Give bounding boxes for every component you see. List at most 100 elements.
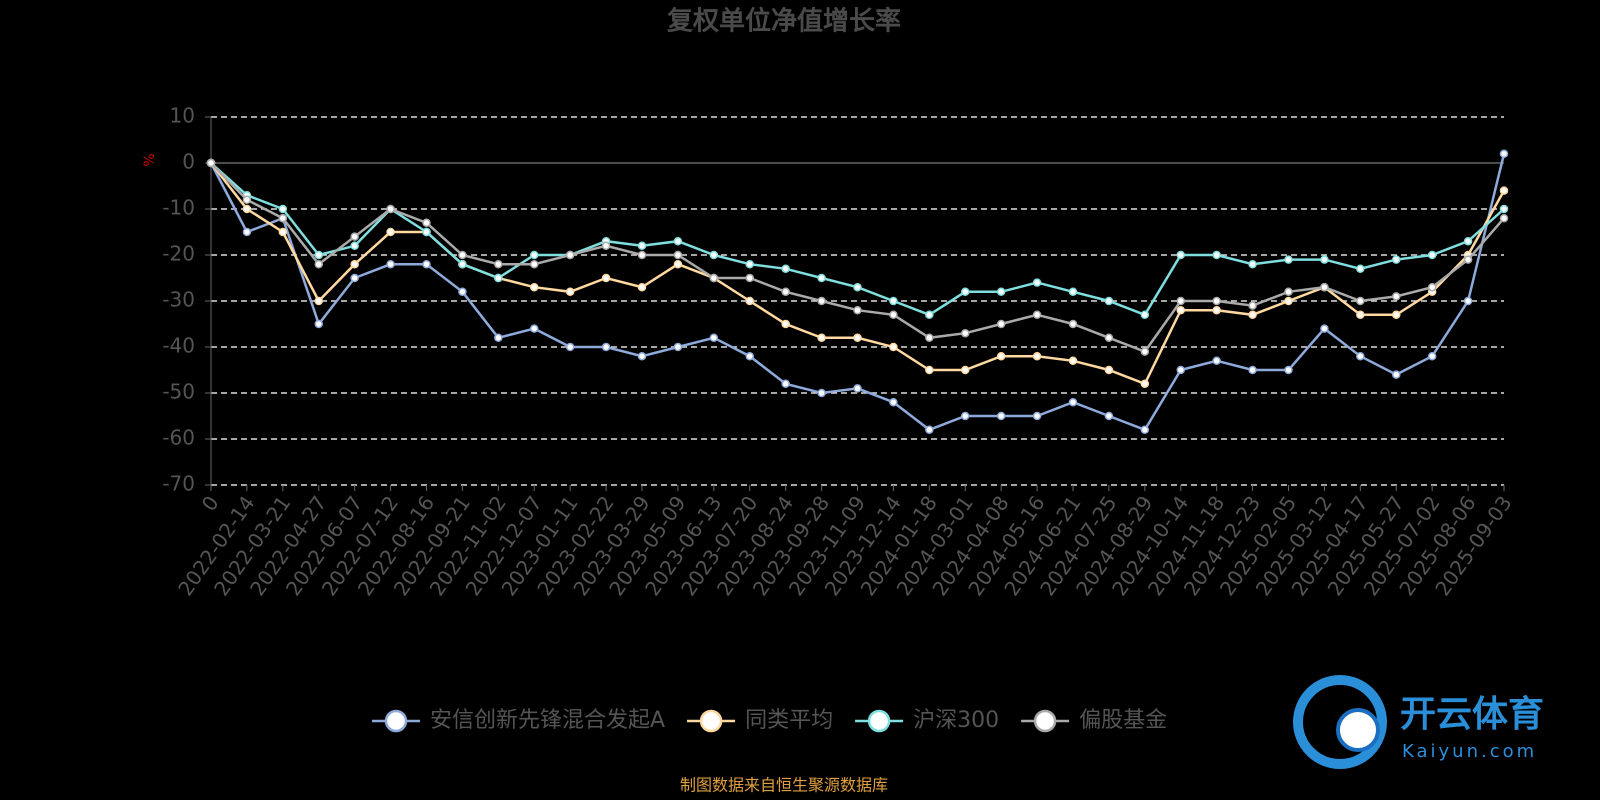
point [925, 425, 934, 435]
point [1392, 292, 1401, 301]
point [1499, 204, 1509, 214]
point [817, 296, 826, 306]
point [1284, 296, 1293, 306]
point [565, 342, 575, 352]
source-note: 制图数据来自恒生聚源数据库 [680, 776, 888, 795]
point [637, 351, 647, 361]
point [961, 365, 970, 375]
point [1212, 250, 1221, 260]
point [1068, 397, 1078, 407]
point [889, 397, 898, 407]
point [278, 227, 288, 237]
point [601, 342, 611, 352]
point [458, 250, 467, 260]
y-tick-label: -40 [162, 334, 195, 358]
point [1284, 365, 1293, 375]
legend-marker [699, 709, 723, 733]
legend-label: 同类平均 [745, 708, 833, 733]
point [494, 259, 503, 269]
point [996, 287, 1006, 297]
point [1499, 186, 1509, 195]
point [1463, 296, 1473, 306]
point [422, 218, 431, 228]
point [1068, 287, 1078, 297]
point [1212, 356, 1221, 366]
point [781, 379, 790, 389]
point [889, 296, 898, 306]
point [601, 241, 611, 251]
point [673, 250, 683, 260]
point [1212, 296, 1221, 306]
y-tick-label: 10 [170, 104, 195, 128]
point [1463, 255, 1473, 264]
point [709, 273, 719, 283]
legend-marker [1033, 709, 1057, 733]
point [1212, 305, 1221, 315]
chart-title: 复权单位净值增长率 [667, 6, 901, 37]
y-tick-label: -60 [162, 426, 195, 450]
y-tick-label: -50 [162, 380, 195, 404]
point [853, 305, 862, 315]
point [1140, 347, 1150, 356]
point [637, 282, 647, 292]
point [1320, 282, 1329, 292]
point [601, 273, 611, 283]
point [242, 227, 252, 237]
point [817, 388, 826, 398]
logo-url: Kaiyun.com [1402, 741, 1537, 762]
point [1032, 411, 1042, 421]
point [1176, 365, 1185, 375]
point [1140, 379, 1150, 389]
point [350, 273, 359, 283]
legend-item: 同类平均 [687, 708, 833, 733]
point [1104, 365, 1114, 375]
point [637, 250, 647, 260]
point [530, 324, 539, 333]
point [817, 333, 826, 343]
point [637, 241, 647, 251]
legend-item: 安信创新先锋混合发起A [372, 708, 665, 733]
point [386, 227, 395, 237]
point [1392, 255, 1401, 264]
point [709, 250, 719, 260]
y-tick-label: -70 [162, 472, 195, 496]
point [458, 259, 467, 269]
point [1356, 296, 1365, 306]
point [1176, 250, 1185, 260]
point [1356, 310, 1365, 320]
point [1248, 259, 1257, 269]
point [1176, 305, 1185, 315]
point [889, 342, 898, 352]
point [745, 273, 754, 283]
point [1499, 149, 1509, 159]
point [458, 287, 467, 297]
point [1320, 255, 1329, 264]
point [1284, 255, 1293, 264]
legend-item: 沪深300 [855, 708, 999, 733]
legend-marker [867, 709, 891, 733]
point [350, 241, 359, 251]
point [853, 333, 862, 343]
point [781, 319, 790, 329]
point [242, 195, 252, 205]
point [925, 333, 934, 343]
point [1427, 282, 1437, 292]
point [1284, 287, 1293, 297]
point [1104, 296, 1114, 306]
point [278, 204, 288, 214]
point [853, 384, 862, 393]
point [1427, 351, 1437, 361]
point [494, 333, 503, 343]
point [206, 158, 216, 168]
legend-label: 沪深300 [913, 708, 999, 733]
point [925, 365, 934, 375]
point [673, 259, 683, 269]
point [1248, 310, 1257, 320]
point [350, 259, 359, 269]
logo-ball [1336, 708, 1380, 752]
point [494, 273, 503, 283]
y-tick-label: -20 [162, 242, 195, 266]
point [1499, 213, 1509, 223]
point [1104, 411, 1114, 421]
